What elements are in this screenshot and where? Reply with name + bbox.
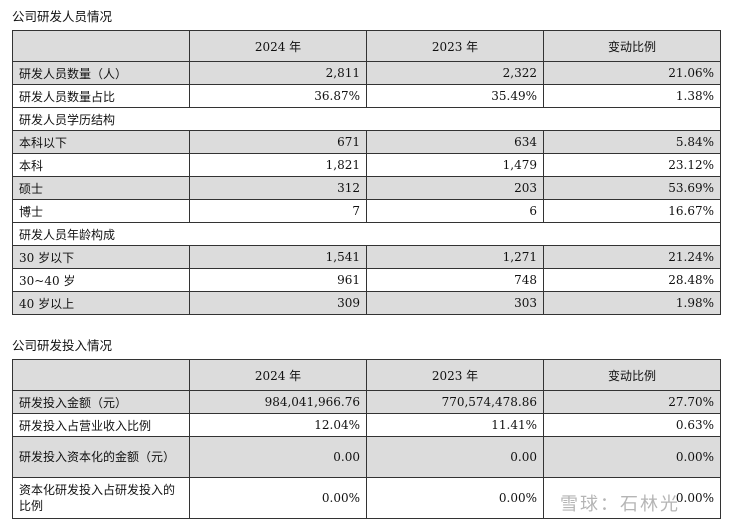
row-label: 40 岁以上	[12, 291, 190, 315]
row-label: 硕士	[12, 176, 190, 200]
header-cell-empty	[12, 30, 190, 62]
change-ratio: 28.48%	[543, 268, 721, 292]
value-2024: 7	[189, 199, 367, 223]
header-cell: 变动比例	[543, 30, 721, 62]
row-label: 30 岁以下	[12, 245, 190, 269]
change-ratio: 0.63%	[543, 413, 721, 437]
change-ratio: 0.00%	[543, 436, 721, 478]
header-cell: 2023 年	[366, 359, 544, 391]
value-2024: 671	[189, 130, 367, 154]
value-2024: 0.00	[189, 436, 367, 478]
value-2023: 634	[366, 130, 544, 154]
table-row: 研发投入金额（元） 984,041,966.76 770,574,478.86 27.…	[12, 390, 721, 414]
table-row: 本科以下 671 634 5.84%	[12, 130, 721, 154]
table-row: 博士 7 6 16.67%	[12, 199, 721, 223]
value-2024: 312	[189, 176, 367, 200]
table-row: 30~40 岁 961 748 28.48%	[12, 268, 721, 292]
row-label: 本科以下	[12, 130, 190, 154]
change-ratio: 16.67%	[543, 199, 721, 223]
row-label: 本科	[12, 153, 190, 177]
value-2023: 1,479	[366, 153, 544, 177]
value-2024: 984,041,966.76	[189, 390, 367, 414]
change-ratio: 1.98%	[543, 291, 721, 315]
value-2024: 961	[189, 268, 367, 292]
table-row: 30 岁以下 1,541 1,271 21.24%	[12, 245, 721, 269]
row-label: 研发投入资本化的金额（元）	[12, 436, 190, 478]
table-row: 研发投入占营业收入比例 12.04% 11.41% 0.63%	[12, 413, 721, 437]
change-ratio: 27.70%	[543, 390, 721, 414]
value-2023: 11.41%	[366, 413, 544, 437]
value-2023: 0.00%	[366, 477, 544, 519]
value-2023: 303	[366, 291, 544, 315]
row-label: 博士	[12, 199, 190, 223]
change-ratio: 53.69%	[543, 176, 721, 200]
value-2023: 203	[366, 176, 544, 200]
value-2023: 2,322	[366, 61, 544, 85]
value-2023: 1,271	[366, 245, 544, 269]
value-2024: 12.04%	[189, 413, 367, 437]
row-label: 研发投入占营业收入比例	[12, 413, 190, 437]
table-row: 研发投入资本化的金额（元） 0.00 0.00 0.00%	[12, 436, 721, 478]
value-2024: 309	[189, 291, 367, 315]
value-2023: 0.00	[366, 436, 544, 478]
value-2024: 36.87%	[189, 84, 367, 108]
value-2024: 0.00%	[189, 477, 367, 519]
table-row: 硕士 312 203 53.69%	[12, 176, 721, 200]
group-label: 研发人员学历结构	[12, 107, 721, 131]
change-ratio: 0.00%	[543, 477, 721, 519]
header-row: 2024 年 2023 年变动比例	[12, 359, 721, 391]
investment-section-title: 公司研发投入情况	[12, 338, 113, 353]
value-2024: 2,811	[189, 61, 367, 85]
change-ratio: 1.38%	[543, 84, 721, 108]
change-ratio: 21.06%	[543, 61, 721, 85]
value-2024: 1,541	[189, 245, 367, 269]
value-2024: 1,821	[189, 153, 367, 177]
table-row: 本科 1,821 1,479 23.12%	[12, 153, 721, 177]
value-2023: 35.49%	[366, 84, 544, 108]
header-cell: 2023 年	[366, 30, 544, 62]
personnel-section-title: 公司研发人员情况	[12, 9, 113, 24]
table-row: 研发人员数量占比 36.87% 35.49% 1.38%	[12, 84, 721, 108]
personnel-table: 2024 年 2023 年变动比例 研发人员数量（人） 2,811 2,322 21.06…	[12, 30, 721, 315]
row-label: 研发人员数量占比	[12, 84, 190, 108]
investment-table: 2024 年 2023 年变动比例 研发投入金额（元） 984,041,966.76 7…	[12, 359, 721, 519]
row-label: 研发投入金额（元）	[12, 390, 190, 414]
group-label: 研发人员年龄构成	[12, 222, 721, 246]
change-ratio: 23.12%	[543, 153, 721, 177]
row-label: 研发人员数量（人）	[12, 61, 190, 85]
table-row: 资本化研发投入占研发投入的比例 0.00% 0.00% 0.00%	[12, 477, 721, 519]
change-ratio: 5.84%	[543, 130, 721, 154]
header-cell: 变动比例	[543, 359, 721, 391]
change-ratio: 21.24%	[543, 245, 721, 269]
group-row: 研发人员年龄构成	[12, 222, 721, 246]
header-cell-empty	[12, 359, 190, 391]
watermark: 雪球：石林光	[560, 494, 680, 515]
row-label: 30~40 岁	[12, 268, 190, 292]
header-row: 2024 年 2023 年变动比例	[12, 30, 721, 62]
table-row: 40 岁以上 309 303 1.98%	[12, 291, 721, 315]
row-label: 资本化研发投入占研发投入的比例	[12, 477, 190, 519]
header-cell: 2024 年	[189, 30, 367, 62]
value-2023: 748	[366, 268, 544, 292]
value-2023: 6	[366, 199, 544, 223]
value-2023: 770,574,478.86	[366, 390, 544, 414]
group-row: 研发人员学历结构	[12, 107, 721, 131]
table-row: 研发人员数量（人） 2,811 2,322 21.06%	[12, 61, 721, 85]
header-cell: 2024 年	[189, 359, 367, 391]
